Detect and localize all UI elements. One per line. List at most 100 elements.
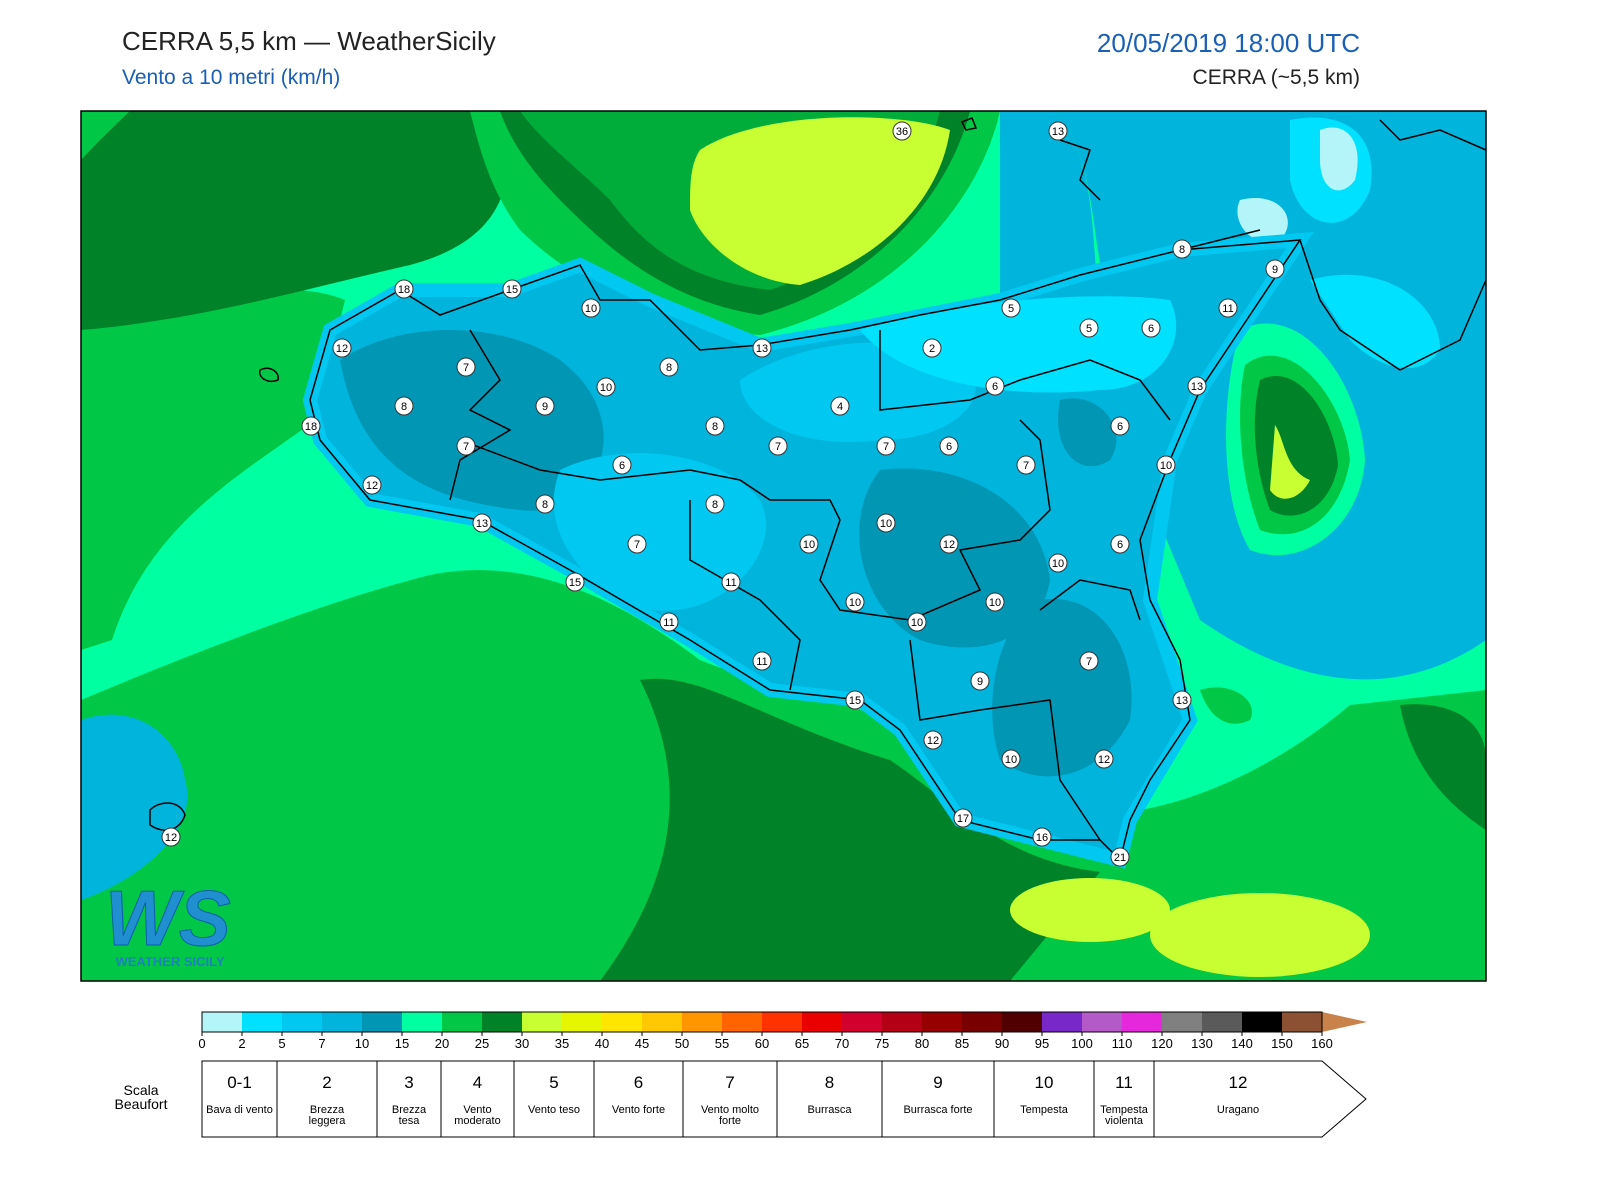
station-value: 12 — [927, 735, 939, 747]
station-marker — [1016, 455, 1036, 475]
colorbar-tick-label: 5 — [278, 1036, 285, 1051]
beaufort-grade: 0-1 — [227, 1073, 252, 1092]
beaufort-grade: 7 — [725, 1073, 734, 1092]
logo-mark: WS — [105, 874, 231, 962]
station-value: 10 — [880, 518, 892, 530]
station-value: 8 — [542, 499, 548, 511]
station-value: 7 — [775, 441, 781, 453]
station-marker — [535, 396, 555, 416]
colorbar-tick-label: 85 — [955, 1036, 969, 1051]
station-value: 18 — [305, 421, 317, 433]
colorbar-tick-label: 15 — [395, 1036, 409, 1051]
station-marker — [502, 279, 522, 299]
station-value: 12 — [366, 480, 378, 492]
colorbar-tick-label: 120 — [1151, 1036, 1173, 1051]
station-marker — [953, 808, 973, 828]
station-value: 11 — [663, 617, 674, 629]
station-value: 12 — [943, 539, 955, 551]
station-value: 10 — [600, 382, 612, 394]
colorbar-tick-label: 30 — [515, 1036, 529, 1051]
colorbar-box — [1162, 1012, 1202, 1032]
colorbar-box — [1002, 1012, 1042, 1032]
station-marker — [1079, 318, 1099, 338]
colorbar-tick-label: 130 — [1191, 1036, 1213, 1051]
colorbar-box — [362, 1012, 402, 1032]
beaufort-description: Vento molto forte — [700, 1104, 760, 1127]
station-marker — [1048, 553, 1068, 573]
station-value: 5 — [1086, 323, 1092, 335]
station-marker — [970, 671, 990, 691]
map-frame — [80, 110, 1487, 982]
colorbar-tick-label: 0 — [198, 1036, 205, 1051]
station-marker — [301, 416, 321, 436]
station-marker — [907, 612, 927, 632]
station-marker — [752, 651, 772, 671]
station-marker — [1048, 121, 1068, 141]
station-marker — [1094, 749, 1114, 769]
station-value: 8 — [712, 499, 718, 511]
station-marker — [845, 690, 865, 710]
station-value: 6 — [946, 441, 952, 453]
station-marker — [1141, 318, 1161, 338]
station-marker — [659, 357, 679, 377]
colorbar-tick-label: 70 — [835, 1036, 849, 1051]
station-value: 7 — [463, 441, 469, 453]
station-marker — [1172, 239, 1192, 259]
colorbar-box — [1242, 1012, 1282, 1032]
station-value: 13 — [476, 518, 488, 530]
station-value: 8 — [666, 362, 672, 374]
station-value: 6 — [1148, 323, 1154, 335]
colorbar-tick-label: 65 — [795, 1036, 809, 1051]
datetime: 20/05/2019 18:00 UTC — [1096, 28, 1360, 58]
colorbar-tick-label: 45 — [635, 1036, 649, 1051]
beaufort-grade: 5 — [549, 1073, 558, 1092]
station-value: 9 — [542, 401, 548, 413]
station-marker — [892, 121, 912, 141]
beaufort-description: Vento moderato — [454, 1104, 501, 1127]
station-value: 7 — [1086, 656, 1092, 668]
station-marker — [394, 279, 414, 299]
station-value: 7 — [883, 441, 889, 453]
station-marker — [612, 455, 632, 475]
beaufort-outline — [201, 1060, 1367, 1138]
stations: 36 13 8 9 18 15 10 5 5 6 11 12 13 2 7 8 10 6 13 8 9 4 18 8 6 7 7 7 6… — [161, 121, 1285, 867]
station-value: 10 — [989, 597, 1001, 609]
colorbar-tick-label: 75 — [875, 1036, 889, 1051]
beaufort-grade: 8 — [825, 1073, 834, 1092]
colorbar-tick-label: 110 — [1112, 1036, 1133, 1051]
beaufort-description: Uragano — [1216, 1104, 1260, 1116]
colorbar-tick-label: 35 — [555, 1036, 569, 1051]
beaufort-description: Burrasca — [807, 1104, 852, 1116]
station-marker — [1218, 298, 1238, 318]
colorbar-box — [642, 1012, 682, 1032]
station-marker — [923, 730, 943, 750]
beaufort-description: Vento forte — [611, 1104, 666, 1116]
colorbar-tick-label: 55 — [715, 1036, 729, 1051]
colorbar-tick-label: 50 — [675, 1036, 689, 1051]
logo-text: WEATHER SICILY — [115, 954, 224, 969]
beaufort-grade: 6 — [634, 1073, 643, 1092]
station-value: 13 — [1191, 381, 1203, 393]
station-marker — [456, 436, 476, 456]
station-marker — [1001, 298, 1021, 318]
station-value: 7 — [634, 539, 640, 551]
station-value: 10 — [1005, 754, 1017, 766]
station-marker — [1032, 827, 1052, 847]
colorbar: 0 2 5 7 10 15 20 25 30 35 40 45 50 55 60 65 70 75 80 85 90 95… — [198, 1011, 1367, 1051]
colorbar-box — [562, 1012, 602, 1032]
colorbar-tick-label: 90 — [995, 1036, 1009, 1051]
station-value: 12 — [336, 343, 348, 355]
station-marker — [472, 513, 492, 533]
station-marker — [939, 534, 959, 554]
colorbar-box — [522, 1012, 562, 1032]
beaufort-description: Tempesta violenta — [1100, 1104, 1148, 1127]
station-value: 21 — [1114, 852, 1126, 864]
colorbar-box — [1042, 1012, 1082, 1032]
colorbar-box — [1202, 1012, 1242, 1032]
colorbar-tick-label: 20 — [435, 1036, 449, 1051]
station-marker — [705, 494, 725, 514]
station-value: 13 — [756, 343, 768, 355]
station-marker — [596, 377, 616, 397]
